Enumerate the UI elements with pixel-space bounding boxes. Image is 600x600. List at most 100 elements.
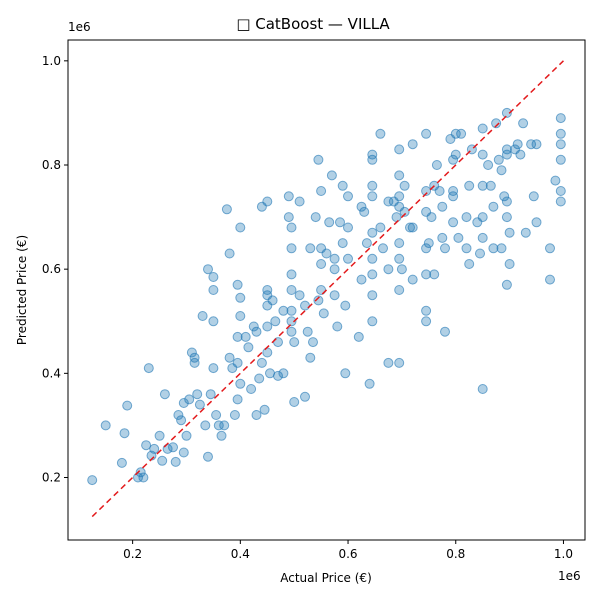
data-point: [456, 128, 467, 139]
data-point: [300, 391, 310, 402]
data-point: [512, 139, 523, 150]
data-point: [208, 285, 219, 295]
data-point: [286, 326, 297, 337]
data-point: [383, 196, 394, 207]
data-point: [232, 331, 243, 342]
data-point: [499, 191, 510, 202]
data-point: [431, 160, 442, 170]
data-point: [421, 316, 432, 327]
data-point: [289, 397, 300, 407]
data-point: [235, 222, 246, 233]
data-point: [122, 400, 133, 411]
data-point: [501, 196, 512, 207]
data-point: [450, 128, 461, 139]
data-point: [464, 259, 475, 269]
data-point: [240, 331, 251, 342]
data-point: [286, 285, 297, 295]
data-point: [318, 308, 329, 319]
data-point: [235, 292, 246, 303]
data-point: [477, 212, 488, 223]
data-point: [383, 357, 394, 368]
data-point: [216, 430, 227, 441]
x-tick-label: 0.4: [231, 547, 250, 561]
data-point: [286, 243, 297, 254]
data-point: [235, 378, 246, 389]
data-point: [483, 160, 494, 170]
data-point: [189, 352, 200, 363]
x-tick-label: 0.6: [338, 547, 357, 561]
data-point: [329, 290, 340, 301]
data-point: [448, 186, 459, 196]
data-point: [375, 128, 386, 139]
data-point: [504, 227, 515, 238]
data-point: [116, 457, 127, 468]
data-point: [407, 274, 418, 285]
data-point: [491, 118, 502, 129]
data-point: [555, 186, 566, 196]
data-point: [356, 201, 367, 212]
y-axis-ticks: 0.2 0.4 0.6 0.8 1.0: [42, 54, 68, 485]
data-point: [232, 279, 243, 290]
data-point: [493, 154, 504, 165]
data-point: [229, 410, 240, 420]
data-point: [135, 467, 146, 478]
data-point: [504, 259, 515, 269]
plot-frame: [67, 39, 586, 541]
data-point: [531, 217, 542, 228]
data-point: [283, 191, 294, 202]
data-point: [173, 410, 184, 420]
data-point: [434, 186, 445, 196]
y-tick-label: 0.8: [42, 158, 61, 172]
data-point: [294, 196, 305, 207]
data-point: [270, 316, 281, 327]
data-point: [170, 456, 181, 467]
data-point: [526, 139, 537, 150]
data-point: [256, 357, 267, 368]
data-point: [391, 212, 402, 223]
data-point: [550, 175, 561, 186]
data-point: [286, 316, 297, 327]
data-point: [367, 227, 378, 238]
data-point: [378, 243, 388, 254]
data-point: [232, 394, 243, 405]
data-point: [429, 269, 440, 280]
data-point: [448, 191, 459, 202]
data-point: [477, 232, 488, 243]
x-tick-label: 0.2: [123, 547, 142, 561]
data-point: [194, 399, 205, 410]
data-point: [335, 217, 345, 228]
data-point: [329, 264, 340, 275]
data-point: [501, 212, 512, 223]
data-point: [251, 410, 262, 420]
x-tick-label: 1.0: [554, 547, 573, 561]
data-point: [262, 196, 273, 207]
data-point: [332, 321, 343, 332]
data-point: [286, 305, 297, 316]
data-point: [326, 170, 337, 181]
data-point: [208, 316, 219, 327]
data-point: [208, 272, 219, 282]
y-tick-label: 0.4: [42, 366, 61, 380]
data-point: [518, 118, 529, 129]
data-point: [154, 430, 165, 441]
data-point: [501, 144, 512, 155]
data-point: [343, 222, 353, 233]
data-point: [405, 222, 415, 233]
data-point: [143, 363, 154, 374]
data-point: [450, 149, 461, 160]
y-axis-label: Predicted Price (€): [15, 235, 29, 345]
data-point: [448, 154, 459, 165]
data-point: [184, 394, 195, 405]
data-point: [308, 337, 318, 348]
data-point: [423, 238, 434, 249]
data-point: [399, 180, 410, 191]
data-point: [461, 212, 472, 223]
x-axis-label: Actual Price (€): [280, 571, 372, 585]
data-point: [440, 243, 450, 254]
data-point: [337, 238, 348, 249]
data-point: [168, 442, 178, 453]
data-point: [367, 191, 378, 202]
x-axis-ticks: 0.2 0.4 0.6 0.8 1.0: [123, 540, 573, 561]
data-point: [421, 128, 432, 139]
